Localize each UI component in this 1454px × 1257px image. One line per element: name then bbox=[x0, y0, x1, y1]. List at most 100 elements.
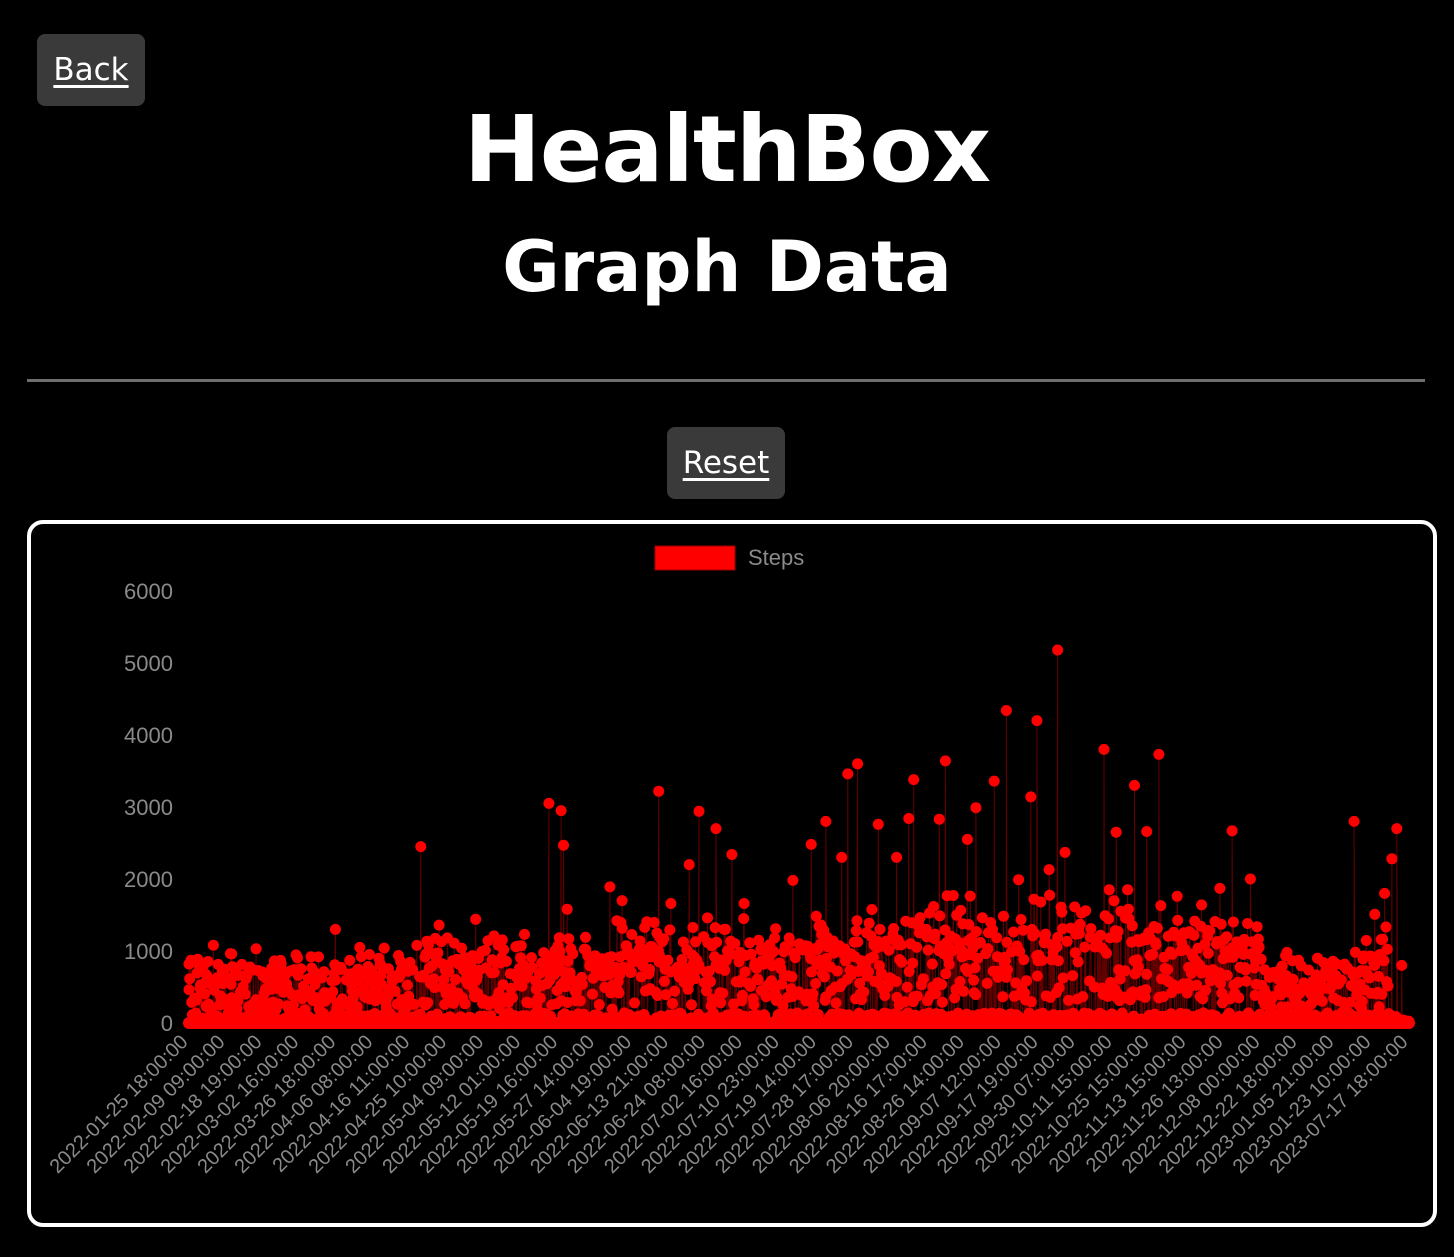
steps-data-point[interactable] bbox=[903, 813, 915, 824]
steps-data-point[interactable] bbox=[534, 992, 546, 1004]
steps-data-point[interactable] bbox=[658, 933, 670, 945]
steps-data-point[interactable] bbox=[981, 977, 993, 989]
steps-data-point[interactable] bbox=[1043, 864, 1055, 876]
steps-data-point[interactable] bbox=[1000, 955, 1011, 967]
steps-data-point[interactable] bbox=[955, 904, 967, 916]
steps-data-point[interactable] bbox=[401, 979, 413, 991]
steps-data-point[interactable] bbox=[883, 944, 895, 956]
steps-data-point[interactable] bbox=[1200, 984, 1212, 996]
steps-data-point[interactable] bbox=[665, 898, 677, 909]
steps-data-point[interactable] bbox=[239, 988, 251, 1000]
steps-data-point[interactable] bbox=[769, 932, 781, 944]
steps-data-point[interactable] bbox=[378, 942, 390, 954]
steps-data-point[interactable] bbox=[914, 912, 926, 924]
steps-data-point[interactable] bbox=[875, 967, 887, 979]
steps-data-point[interactable] bbox=[863, 917, 875, 929]
steps-data-point[interactable] bbox=[1196, 899, 1208, 911]
steps-data-point[interactable] bbox=[934, 910, 946, 922]
steps-data-point[interactable] bbox=[901, 981, 913, 993]
steps-data-point[interactable] bbox=[947, 945, 959, 957]
steps-data-point[interactable] bbox=[1141, 968, 1153, 980]
steps-data-point[interactable] bbox=[1382, 980, 1394, 992]
steps-data-point[interactable] bbox=[543, 797, 555, 809]
steps-data-point[interactable] bbox=[1233, 992, 1245, 1004]
steps-data-point[interactable] bbox=[888, 923, 900, 934]
steps-data-point[interactable] bbox=[459, 998, 471, 1010]
steps-data-point[interactable] bbox=[496, 934, 508, 946]
steps-data-point[interactable] bbox=[432, 947, 444, 959]
steps-data-point[interactable] bbox=[1126, 920, 1138, 932]
steps-data-point[interactable] bbox=[443, 966, 455, 978]
steps-data-point[interactable] bbox=[1150, 939, 1162, 951]
steps-data-point[interactable] bbox=[1377, 933, 1389, 945]
steps-data-point[interactable] bbox=[939, 755, 951, 767]
steps-data-point[interactable] bbox=[574, 995, 586, 1007]
steps-data-point[interactable] bbox=[1059, 846, 1071, 858]
steps-data-point[interactable] bbox=[1214, 882, 1226, 894]
steps-data-point[interactable] bbox=[961, 833, 973, 845]
steps-data-point[interactable] bbox=[1376, 988, 1388, 1000]
steps-data-point[interactable] bbox=[1232, 976, 1244, 988]
steps-data-point[interactable] bbox=[970, 926, 982, 938]
steps-data-point[interactable] bbox=[1197, 993, 1209, 1005]
steps-data-point[interactable] bbox=[422, 939, 434, 951]
steps-data-point[interactable] bbox=[936, 979, 948, 990]
steps-data-point[interactable] bbox=[818, 971, 830, 983]
steps-data-point[interactable] bbox=[709, 922, 721, 934]
reset-zoom-button[interactable]: Reset bbox=[667, 427, 785, 499]
steps-line-chart[interactable]: Steps 0 1000 2000 3000 4000 5000 6000 2022-01-… bbox=[31, 524, 1433, 1223]
steps-data-point[interactable] bbox=[903, 966, 915, 977]
steps-data-point[interactable] bbox=[1122, 903, 1134, 915]
steps-data-point[interactable] bbox=[715, 997, 727, 1009]
steps-data-point[interactable] bbox=[830, 997, 842, 1009]
steps-data-point[interactable] bbox=[972, 952, 984, 964]
steps-data-point[interactable] bbox=[292, 952, 303, 964]
steps-data-point[interactable] bbox=[896, 956, 908, 968]
steps-data-point[interactable] bbox=[1031, 715, 1043, 727]
steps-data-point[interactable] bbox=[890, 976, 902, 987]
steps-data-point[interactable] bbox=[653, 785, 665, 797]
steps-data-point[interactable] bbox=[349, 986, 361, 998]
steps-data-point[interactable] bbox=[629, 997, 640, 1009]
steps-data-point[interactable] bbox=[991, 932, 1003, 944]
steps-data-point[interactable] bbox=[667, 998, 678, 1009]
steps-data-point[interactable] bbox=[1073, 928, 1085, 940]
steps-data-point[interactable] bbox=[273, 998, 284, 1010]
steps-series-points[interactable] bbox=[183, 644, 1415, 1030]
steps-data-point[interactable] bbox=[576, 978, 588, 990]
steps-data-point[interactable] bbox=[1380, 921, 1392, 933]
steps-data-point[interactable] bbox=[1151, 922, 1163, 934]
steps-data-point[interactable] bbox=[710, 823, 722, 835]
steps-data-point[interactable] bbox=[498, 944, 510, 956]
steps-data-point[interactable] bbox=[936, 996, 948, 1008]
steps-data-point[interactable] bbox=[784, 937, 796, 949]
steps-data-point[interactable] bbox=[329, 923, 341, 935]
steps-data-point[interactable] bbox=[929, 928, 941, 940]
steps-data-point[interactable] bbox=[1221, 969, 1233, 981]
steps-data-point[interactable] bbox=[1112, 926, 1124, 937]
steps-data-point[interactable] bbox=[786, 971, 798, 983]
steps-data-point[interactable] bbox=[1132, 961, 1144, 973]
steps-data-point[interactable] bbox=[1013, 874, 1025, 886]
steps-data-point[interactable] bbox=[745, 948, 757, 960]
steps-data-point[interactable] bbox=[810, 978, 822, 989]
steps-data-point[interactable] bbox=[1373, 970, 1384, 982]
steps-data-point[interactable] bbox=[1360, 935, 1372, 946]
steps-data-point[interactable] bbox=[943, 958, 955, 970]
steps-data-point[interactable] bbox=[207, 939, 219, 951]
steps-data-point[interactable] bbox=[683, 859, 695, 871]
steps-data-point[interactable] bbox=[745, 980, 756, 992]
steps-data-point[interactable] bbox=[805, 838, 817, 850]
steps-data-point[interactable] bbox=[625, 966, 637, 978]
steps-data-point[interactable] bbox=[382, 963, 394, 975]
steps-data-point[interactable] bbox=[969, 962, 981, 974]
steps-data-point[interactable] bbox=[1040, 928, 1051, 940]
steps-data-point[interactable] bbox=[1396, 959, 1408, 971]
steps-data-point[interactable] bbox=[1025, 791, 1037, 803]
steps-data-point[interactable] bbox=[852, 758, 864, 770]
steps-data-point[interactable] bbox=[1000, 705, 1012, 716]
steps-data-point[interactable] bbox=[658, 975, 670, 987]
steps-data-point[interactable] bbox=[470, 913, 482, 925]
steps-data-point[interactable] bbox=[1079, 941, 1091, 953]
steps-data-point[interactable] bbox=[1044, 889, 1056, 901]
